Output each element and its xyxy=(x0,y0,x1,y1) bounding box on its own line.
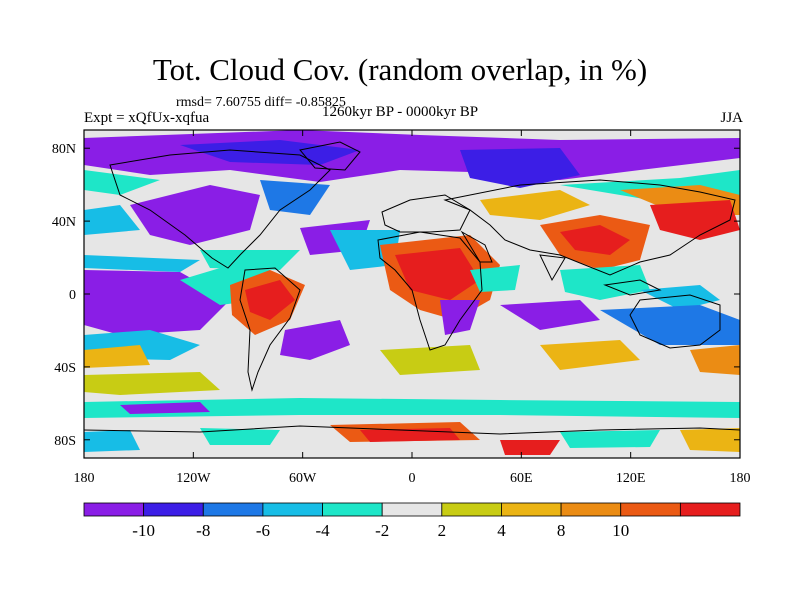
map-title: Tot. Cloud Cov. (random overlap, in %) xyxy=(152,52,648,87)
latitude-axis: 80N 40N 0 40S 80S xyxy=(52,142,740,449)
colorbar-swatch xyxy=(679,502,741,517)
lat-tick-label: 40S xyxy=(54,361,76,376)
colorbar-label: 2 xyxy=(438,521,447,540)
colorbar-label: -6 xyxy=(256,521,270,540)
colorbar-swatch xyxy=(381,502,443,517)
stats-line: rmsd= 7.60755 diff= -0.85825 xyxy=(176,95,346,110)
lon-tick-label: 180 xyxy=(730,471,751,486)
colorbar-swatch xyxy=(560,502,622,517)
colorbar-swatch xyxy=(441,502,502,517)
colorbar-swatch xyxy=(143,502,204,517)
colorbar-swatch xyxy=(322,502,383,517)
lon-tick-label: 0 xyxy=(409,471,416,486)
cloud-cover-field xyxy=(84,130,740,458)
colorbar-swatch xyxy=(262,502,323,517)
season-label: JJA xyxy=(720,110,743,126)
longitude-axis: 180 120W 60W 0 60E 120E 180 xyxy=(74,130,751,486)
colorbar-label: 10 xyxy=(612,521,629,540)
lon-tick-label: 60W xyxy=(289,471,317,486)
colorbar-label: 8 xyxy=(557,521,566,540)
lat-tick-label: 0 xyxy=(69,288,76,303)
colorbar-label: 4 xyxy=(497,521,506,540)
experiment-label: Expt = xQfUx-xqfua xyxy=(84,110,210,126)
lon-tick-label: 180 xyxy=(74,471,95,486)
lon-tick-label: 60E xyxy=(510,471,533,486)
colorbar-label: -8 xyxy=(196,521,210,540)
coastlines xyxy=(84,141,740,435)
lat-tick-label: 80N xyxy=(52,142,76,157)
period-label: 1260kyr BP - 0000kyr BP xyxy=(321,104,479,120)
lon-tick-label: 120E xyxy=(616,471,646,486)
colorbar: -10 -8 -6 -4 -2 2 4 8 10 xyxy=(83,502,741,540)
lat-tick-label: 80S xyxy=(54,434,76,449)
colorbar-swatch xyxy=(202,502,264,517)
lon-tick-label: 120W xyxy=(176,471,211,486)
colorbar-swatch xyxy=(83,502,145,517)
colorbar-swatch xyxy=(501,502,562,517)
colorbar-label: -2 xyxy=(375,521,389,540)
colorbar-label: -10 xyxy=(132,521,155,540)
colorbar-label: -4 xyxy=(315,521,330,540)
colorbar-swatch xyxy=(620,502,681,517)
lat-tick-label: 40N xyxy=(52,215,76,230)
